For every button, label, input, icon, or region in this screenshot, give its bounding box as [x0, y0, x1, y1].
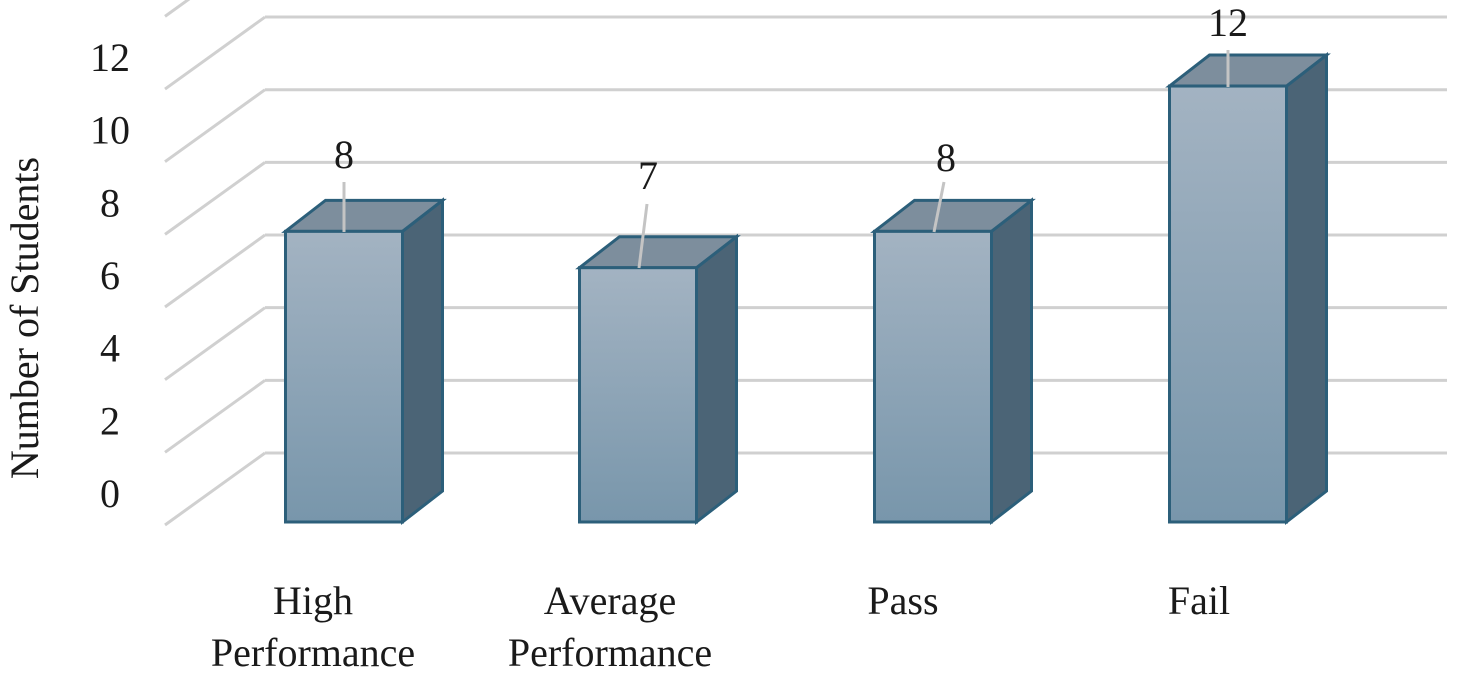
- bar-front-face: [284, 229, 404, 524]
- bar: [575, 233, 741, 526]
- y-tick-label: 2: [100, 398, 120, 443]
- x-category-label: High Performance: [211, 578, 415, 675]
- data-label: 12: [1208, 0, 1248, 45]
- data-label-leader: [637, 203, 649, 269]
- bar-side-face: [695, 233, 738, 526]
- bar-front-face: [1168, 84, 1288, 524]
- gridlines: [164, 0, 1447, 527]
- bar: [1165, 51, 1331, 526]
- data-label: 8: [936, 135, 956, 180]
- bar: [870, 197, 1036, 526]
- x-axis-category-labels: High Performance Average Performance Pass Fai…: [211, 578, 1230, 675]
- data-label: 8: [334, 132, 354, 177]
- x-category-label: Average Performance: [508, 578, 712, 675]
- y-tick-label: 12: [90, 35, 130, 80]
- y-tick-label: 6: [100, 253, 120, 298]
- bar-side-face: [401, 197, 444, 526]
- y-axis-tick-labels: 0 2 4 6 8 10 12: [90, 35, 130, 516]
- bar-side-face: [990, 197, 1033, 526]
- data-label: 7: [638, 153, 658, 198]
- data-label-leader: [932, 181, 946, 233]
- bar: [281, 197, 447, 526]
- bars: [281, 51, 1331, 526]
- gridline: [164, 15, 1447, 91]
- bar-front-face: [873, 229, 993, 524]
- y-tick-label: 10: [90, 108, 130, 153]
- y-tick-label: 4: [100, 326, 120, 371]
- y-tick-label: 8: [100, 180, 120, 225]
- bar-side-face: [1285, 51, 1328, 526]
- gridline: [164, 0, 191, 18]
- data-labels: 8 7 8 12: [334, 0, 1248, 269]
- bar-front-face: [578, 266, 698, 524]
- y-tick-label: 0: [100, 471, 120, 516]
- x-category-label: Fail: [1168, 578, 1230, 623]
- y-axis-title: Number of Students: [2, 157, 47, 479]
- x-category-label: Pass: [867, 578, 938, 623]
